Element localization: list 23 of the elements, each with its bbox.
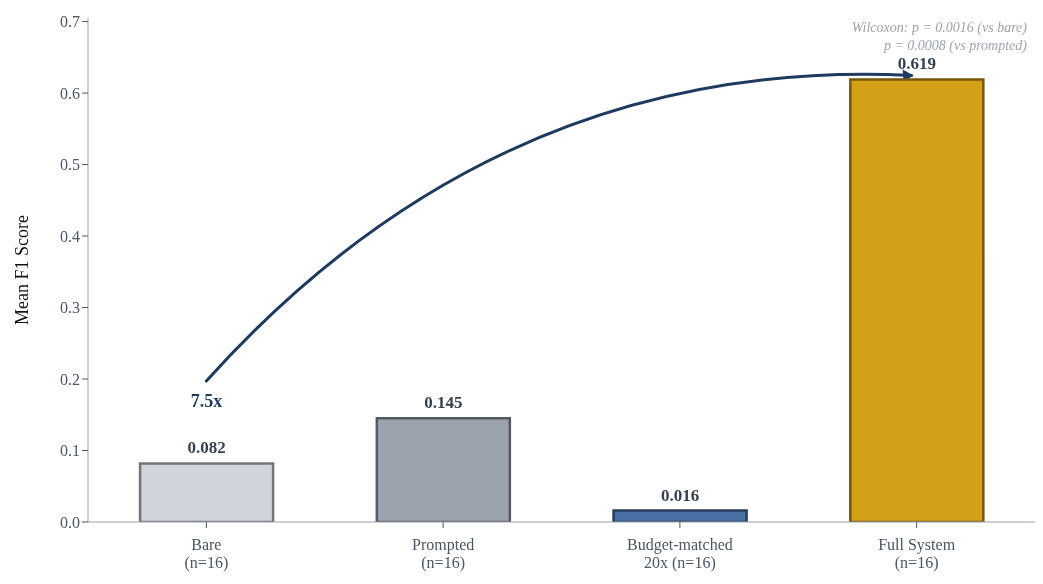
y-tick-label: 0.7 bbox=[60, 13, 80, 31]
y-tick-label: 0.1 bbox=[60, 442, 80, 460]
x-tick-label: Prompted (n=16) bbox=[412, 536, 475, 572]
y-tick-label: 0.6 bbox=[60, 84, 80, 102]
y-tick-label: 0.0 bbox=[60, 513, 80, 531]
bar bbox=[138, 462, 275, 522]
y-tick-label: 0.5 bbox=[60, 156, 80, 174]
x-tick-label: Bare (n=16) bbox=[184, 536, 229, 572]
x-tick-label: Budget-matched 20x (n=16) bbox=[627, 536, 733, 572]
y-tick-label: 0.2 bbox=[60, 370, 80, 388]
bar bbox=[849, 78, 985, 522]
y-tick-label: 0.3 bbox=[60, 299, 80, 317]
data-label: 0.619 bbox=[897, 54, 936, 74]
annotation: 7.5x bbox=[190, 391, 223, 412]
y-axis-title: Mean F1 Score bbox=[12, 215, 32, 325]
bar bbox=[612, 509, 748, 522]
data-label: 0.016 bbox=[660, 485, 700, 505]
x-tick-label: Full System (n=16) bbox=[878, 536, 956, 572]
data-label: 0.082 bbox=[187, 438, 226, 458]
annotation: p = 0.0008 (vs prompted) bbox=[882, 38, 1028, 54]
y-tick-label: 0.4 bbox=[60, 227, 80, 245]
data-label: 0.145 bbox=[424, 393, 463, 413]
annotation: Wilcoxon: p = 0.0016 (vs bare) bbox=[851, 20, 1028, 36]
